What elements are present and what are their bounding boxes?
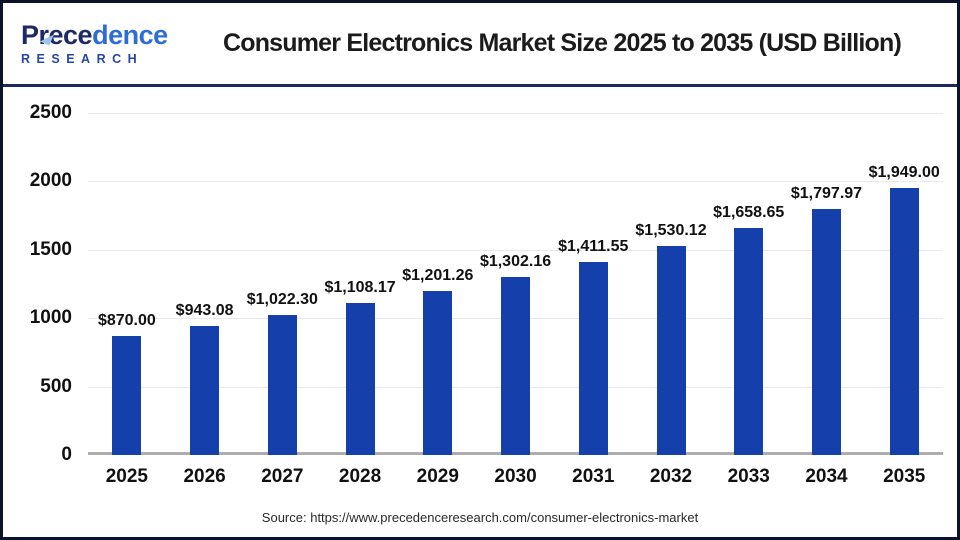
bar-group: $1,797.97 [788,113,866,455]
bar-value-label: $1,530.12 [635,222,707,239]
bar-group: $1,201.26 [399,113,477,455]
bar [501,277,531,455]
logo-word-suffix: dence [92,19,168,50]
y-tick-label: 0 [61,444,72,465]
bar [190,326,220,455]
y-axis: 0 500 1000 1500 2000 2500 [3,102,88,465]
bar-group: $943.08 [166,113,244,455]
bar-value-label: $1,949.00 [868,164,940,181]
y-tick-label: 500 [40,375,72,397]
y-tick-label: 1500 [29,238,72,260]
bar [345,303,375,455]
bar-value-label: $1,022.30 [246,291,318,308]
bar [889,188,919,455]
logo-subtext: RESEARCH [21,51,144,66]
bar-value-label: $1,658.65 [713,204,785,221]
bar-value-label: $943.08 [175,302,234,319]
precedence-logo: Precedence RESEARCH [3,19,193,66]
chart-title: Consumer Electronics Market Size 2025 to… [222,29,902,57]
x-tick-label: 2030 [494,466,537,487]
x-tick-label: 2026 [183,466,226,487]
plot-area: $870.00 $943.08 $1,022.30 $1,108.17 $1,201.2… [88,113,943,455]
logo-word-prefix: Prece [21,19,93,50]
bar-chart: 0 500 1000 1500 2000 2500 $870.00 $943.08 $1,02… [3,87,957,501]
bar [811,209,841,455]
y-tick-label: 1000 [29,307,72,329]
bar-group: $1,108.17 [321,113,399,455]
x-tick-label: 2033 [727,466,770,487]
bar-group: $1,411.55 [554,113,632,455]
bar-group: $1,302.16 [477,113,555,455]
bar-value-label: $1,302.16 [479,253,552,270]
bar-value-label: $1,797.97 [790,185,863,202]
bar-value-label: $870.00 [97,312,156,329]
x-tick-label: 2031 [572,466,615,487]
bar-value-label: $1,108.17 [324,279,396,296]
x-axis: 2025 2026 2027 2028 2029 2030 2031 2032 2033 2034… [88,455,943,501]
bar [578,262,608,455]
source-note: Source: https://www.precedenceresearch.c… [261,510,699,525]
x-tick-label: 2032 [649,466,693,487]
x-tick-label: 2034 [805,466,848,487]
bar-group: $870.00 [88,113,166,455]
bars-container: $870.00 $943.08 $1,022.30 $1,108.17 $1,201.2… [88,113,943,455]
bar [423,291,453,455]
bar-group: $1,022.30 [243,113,321,455]
x-tick-label: 2027 [261,466,304,487]
x-tick-label: 2028 [338,466,382,487]
x-tick-label: 2035 [883,466,926,487]
logo-wordmark: Precedence [21,19,193,50]
bar [734,228,764,455]
gridline [88,249,943,251]
x-tick-label: 2025 [105,466,148,487]
x-tick-label: 2029 [416,466,459,487]
header-divider [3,84,957,87]
header: Precedence RESEARCH Consumer Electronics… [3,3,957,84]
bar-group: $1,658.65 [710,113,788,455]
bar-value-label: $1,201.26 [402,267,474,284]
gridline [88,113,943,114]
bar [656,246,686,455]
bar [112,336,142,455]
bar [267,315,297,455]
gridline [88,181,943,183]
bar-group: $1,949.00 [865,113,943,455]
bar-group: $1,530.12 [632,113,710,455]
bar-value-label: $1,411.55 [558,238,629,255]
y-tick-label: 2000 [29,170,72,192]
y-tick-label: 2500 [29,102,72,123]
